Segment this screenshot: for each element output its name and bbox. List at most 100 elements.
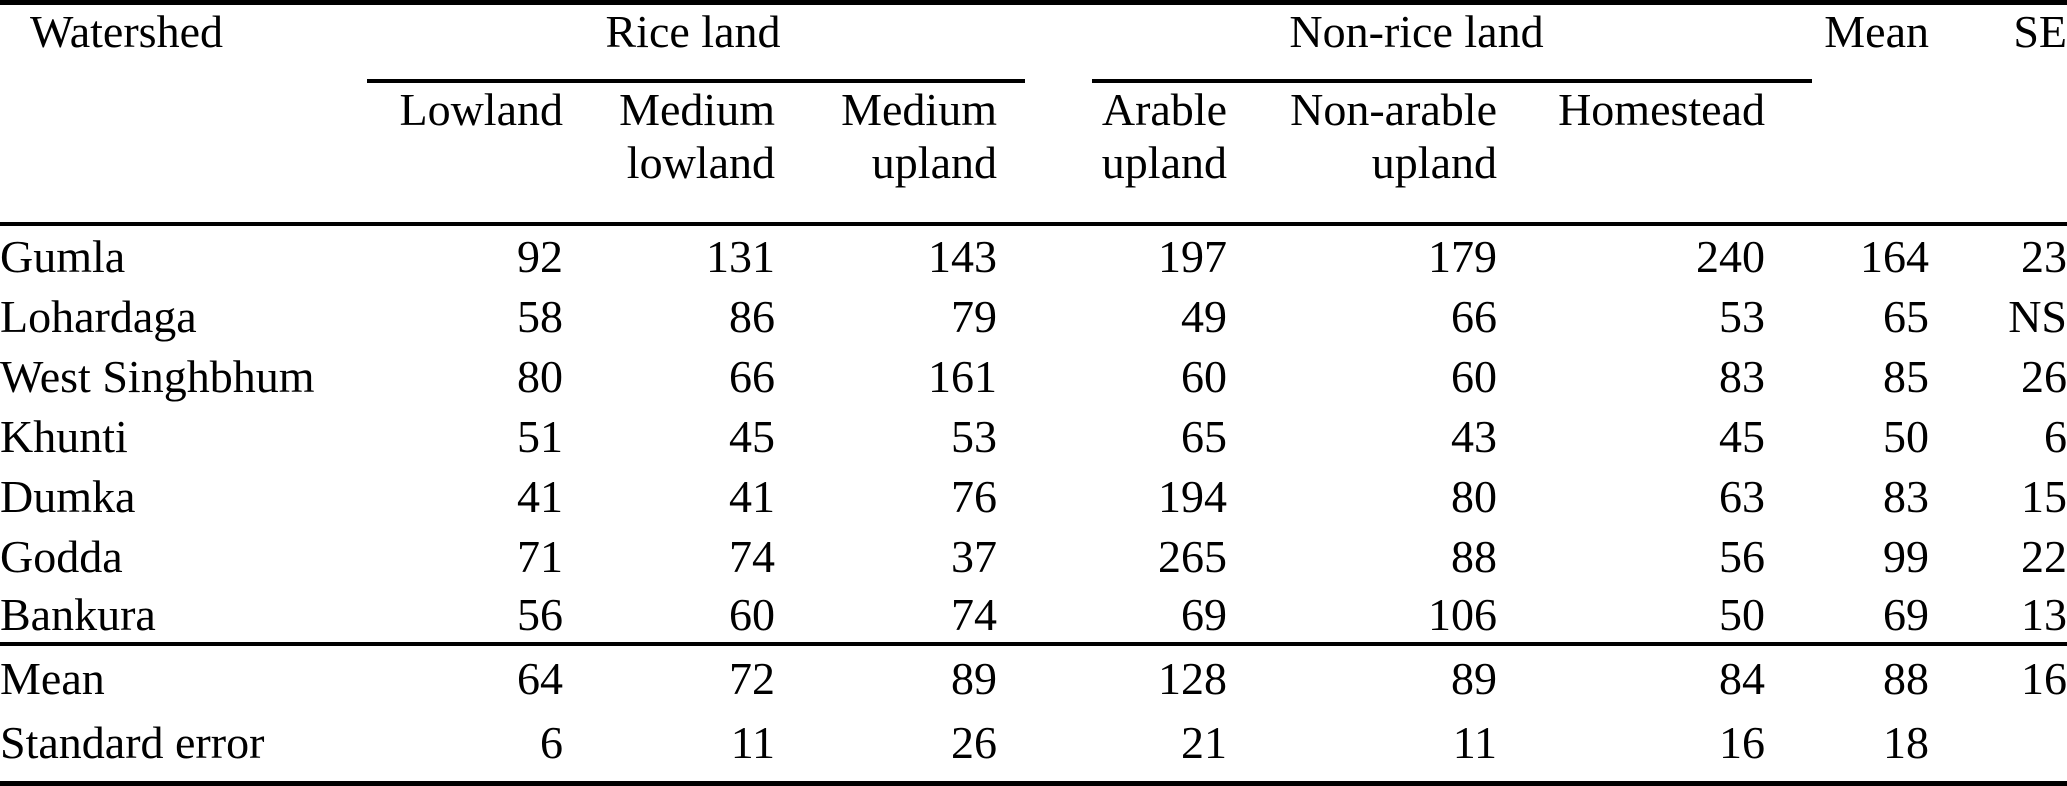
value-cell: 58 [517,290,563,342]
value-cell: 65 [1181,410,1227,462]
value-cell: 45 [1719,410,1765,462]
value-cell: 53 [1719,290,1765,342]
rice-land-group-header: Rice land [367,5,1025,83]
value-cell: 45 [729,410,775,462]
summary-value-cell: 72 [729,652,775,704]
mean-cell: 65 [1883,290,1929,342]
header-sub-row: Lowland Medium lowland Medium upland Ara… [0,83,2067,226]
mean-cell: 99 [1883,530,1929,582]
value-cell: 43 [1451,410,1497,462]
summary-value-cell: 16 [1719,716,1765,768]
subheader-arable-upland: Arable upland [997,83,1227,226]
mean-column-header: Mean [1765,5,1929,226]
value-cell: 66 [1451,290,1497,342]
subheader-homestead: Homestead [1497,83,1765,226]
value-cell: 80 [1451,470,1497,522]
value-cell: 56 [1719,530,1765,582]
summary-row-label: Standard error [0,716,265,768]
summary-se-cell [1929,710,2067,781]
summary-value-cell: 89 [1451,652,1497,704]
value-cell: 131 [706,230,775,282]
row-label: Bankura [0,586,375,646]
value-cell: 56 [375,586,563,646]
value-cell: 76 [951,470,997,522]
subheader-medium-lowland: Medium lowland [563,83,775,226]
value-cell: 60 [1181,350,1227,402]
value-cell: 74 [775,586,997,646]
row-label: Godda [0,530,123,582]
summary-value-cell: 64 [517,652,563,704]
value-cell: 92 [517,230,563,282]
value-cell: 143 [928,230,997,282]
subheader-non-arable-upland: Non-arable upland [1227,83,1497,226]
value-cell: 60 [563,586,775,646]
value-cell: 66 [729,350,775,402]
row-label: West Singhbhum [0,350,315,402]
row-label: Dumka [0,470,136,522]
table-row-gumla: Gumla 92 131 143 197 179 240 164 23 [0,226,2067,286]
summary-value-cell: 89 [951,652,997,704]
summary-row-mean: Mean 64 72 89 128 89 84 88 16 [0,646,2067,710]
value-cell: 240 [1696,230,1765,282]
mean-cell: 50 [1883,410,1929,462]
summary-value-cell: 11 [1452,716,1497,768]
value-cell: 51 [517,410,563,462]
value-cell: 41 [517,470,563,522]
value-cell: 79 [951,290,997,342]
se-cell: 13 [1929,586,2067,646]
summary-value-cell: 21 [1181,716,1227,768]
value-cell: 161 [928,350,997,402]
se-column-header: SE [1929,5,2067,226]
non-rice-land-group-header: Non-rice land [997,5,1812,83]
summary-value-cell: 84 [1719,652,1765,704]
row-label: Lohardaga [0,290,197,342]
value-cell: 83 [1719,350,1765,402]
value-cell: 37 [951,530,997,582]
mean-cell: 164 [1860,230,1929,282]
se-cell: 22 [2021,530,2067,582]
se-cell: 15 [2021,470,2067,522]
value-cell: 69 [997,586,1227,646]
summary-value-cell: 128 [1158,652,1227,704]
header-group-row: Watershed Rice land Non-rice land Mean S… [0,5,2067,226]
watershed-column-header: Watershed [0,5,375,226]
subheader-medium-upland: Medium upland [775,83,997,226]
se-cell: 6 [2044,410,2067,462]
summary-se-cell: 16 [2021,652,2067,704]
row-label: Gumla [0,230,126,282]
value-cell: 194 [1158,470,1227,522]
summary-mean-cell: 88 [1883,652,1929,704]
table-row-lohardaga: Lohardaga 58 86 79 49 66 53 65 NS [0,286,2067,346]
value-cell: 265 [1158,530,1227,582]
value-cell: 41 [729,470,775,522]
value-cell: 86 [729,290,775,342]
value-cell: 50 [1497,586,1765,646]
summary-value-cell: 26 [951,716,997,768]
row-label: Khunti [0,410,128,462]
value-cell: 88 [1451,530,1497,582]
table-row-dumka: Dumka 41 41 76 194 80 63 83 15 [0,466,2067,526]
value-cell: 179 [1428,230,1497,282]
mean-cell: 85 [1883,350,1929,402]
table-row-khunti: Khunti 51 45 53 65 43 45 50 6 [0,406,2067,466]
value-cell: 63 [1719,470,1765,522]
value-cell: 74 [729,530,775,582]
summary-value-cell: 6 [540,716,563,768]
value-cell: 53 [951,410,997,462]
mean-cell: 83 [1883,470,1929,522]
se-cell: 23 [2021,230,2067,282]
table-row-bankura: Bankura 56 60 74 69 106 50 69 13 [0,586,2067,646]
value-cell: 106 [1227,586,1497,646]
summary-row-standard-error: Standard error 6 11 26 21 11 16 18 [0,710,2067,781]
subheader-lowland: Lowland [375,83,563,226]
summary-mean-cell: 18 [1883,716,1929,768]
value-cell: 60 [1451,350,1497,402]
value-cell: 197 [1158,230,1227,282]
mean-cell: 69 [1765,586,1929,646]
value-cell: 71 [517,530,563,582]
value-cell: 80 [517,350,563,402]
table-row-west-singhbhum: West Singhbhum 80 66 161 60 60 83 85 26 [0,346,2067,406]
summary-value-cell: 11 [730,716,775,768]
